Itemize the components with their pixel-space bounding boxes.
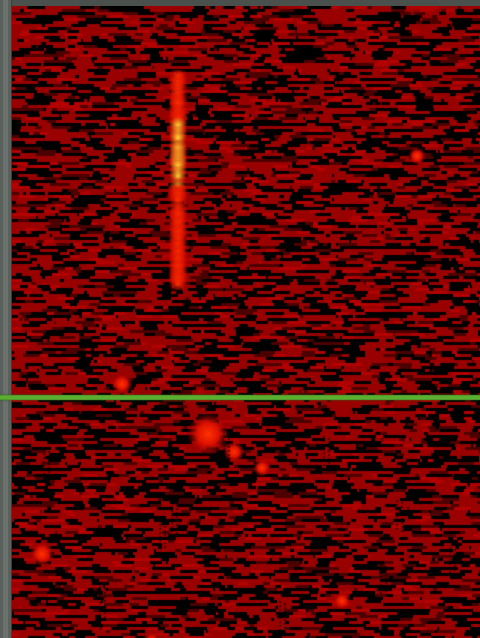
left-axis-track [3, 0, 8, 638]
spectrogram-waterfall-canvas[interactable] [12, 6, 480, 638]
time-marker-line[interactable] [0, 395, 480, 400]
top-frame-edge [0, 0, 480, 6]
left-scroll-axis[interactable] [0, 0, 12, 638]
time-marker-line-core [0, 396, 480, 399]
